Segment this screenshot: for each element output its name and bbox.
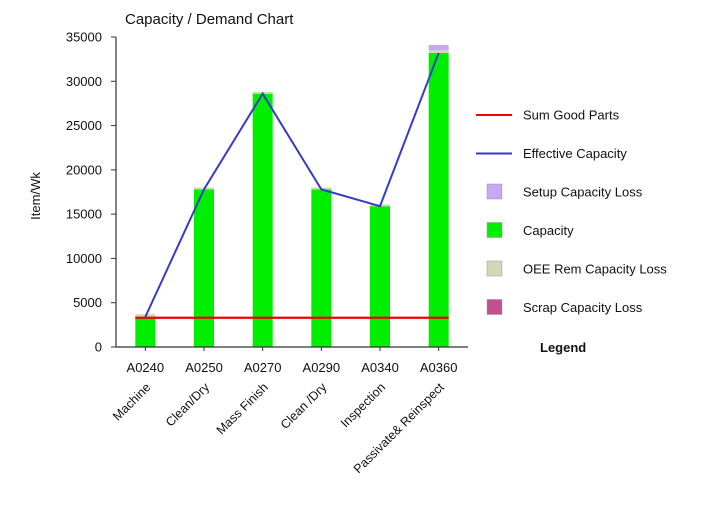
x-tick-label: A0270 [244, 360, 282, 375]
legend-swatch-setup-capacity-loss [486, 183, 503, 200]
bar-capacity-a0360 [428, 52, 449, 347]
legend-swatch-oee-rem-capacity-loss [486, 260, 503, 277]
y-tick-label: 5000 [73, 295, 102, 310]
bar-capacity-a0270 [252, 93, 273, 347]
bar-capacity-a0240 [135, 316, 156, 347]
legend-swatch-capacity [486, 222, 503, 238]
y-axis-label: Item/Wk [28, 172, 43, 220]
legend-label-capacity: Capacity [523, 223, 574, 238]
legend-title: Legend [540, 340, 586, 355]
bar-capacity-a0290 [311, 189, 332, 347]
x-subcategory-label: Clean/Dry [163, 380, 213, 430]
y-tick-label: 30000 [66, 74, 102, 89]
bars-group [135, 44, 449, 347]
x-subcategory-label: Machine [110, 380, 153, 423]
y-tick-label: 0 [95, 340, 102, 355]
x-subcategory-label: Mass Finish [214, 380, 271, 437]
bar-capacity-a0340 [370, 206, 390, 347]
bar-capacity-a0250 [194, 189, 214, 347]
legend-label-setup-capacity-loss: Setup Capacity Loss [523, 185, 643, 200]
bar-oee-rem-capacity-loss-a0360 [428, 50, 449, 53]
chart-title: Capacity / Demand Chart [125, 11, 294, 28]
legend-label-effective-capacity: Effective Capacity [523, 146, 627, 161]
legend-swatch-scrap-capacity-loss [486, 299, 503, 315]
y-tick-label: 20000 [66, 162, 102, 177]
x-tick-label: A0360 [420, 360, 458, 375]
lines-group [135, 52, 449, 319]
x-axis-subcategories: Machine Clean/Dry Mass Finish Clean /Dry Ins… [110, 380, 447, 476]
y-axis-ticks: 0 5000 10000 15000 20000 25000 30000 35000 [66, 30, 116, 355]
line-effective-capacity [144, 52, 440, 318]
x-axis-categories: A0240 A0250 A0270 A0290 A0340 A0360 [127, 347, 458, 375]
y-tick-label: 35000 [66, 30, 102, 45]
legend-label-scrap-capacity-loss: Scrap Capacity Loss [523, 300, 643, 315]
bar-setup-capacity-loss-a0360 [428, 44, 449, 51]
x-subcategory-label: Clean /Dry [278, 380, 330, 432]
y-tick-label: 25000 [66, 118, 102, 133]
legend-label-oee-rem-capacity-loss: OEE Rem Capacity Loss [523, 262, 667, 277]
x-tick-label: A0250 [185, 360, 223, 375]
x-tick-label: A0340 [361, 360, 399, 375]
x-subcategory-label: Inspection [338, 380, 388, 430]
x-tick-label: A0240 [127, 360, 165, 375]
legend: Sum Good Parts Effective Capacity Setup Ca… [476, 108, 667, 355]
y-tick-label: 10000 [66, 251, 102, 266]
x-tick-label: A0290 [303, 360, 341, 375]
y-tick-label: 15000 [66, 207, 102, 222]
legend-label-sum-good-parts: Sum Good Parts [523, 108, 620, 123]
